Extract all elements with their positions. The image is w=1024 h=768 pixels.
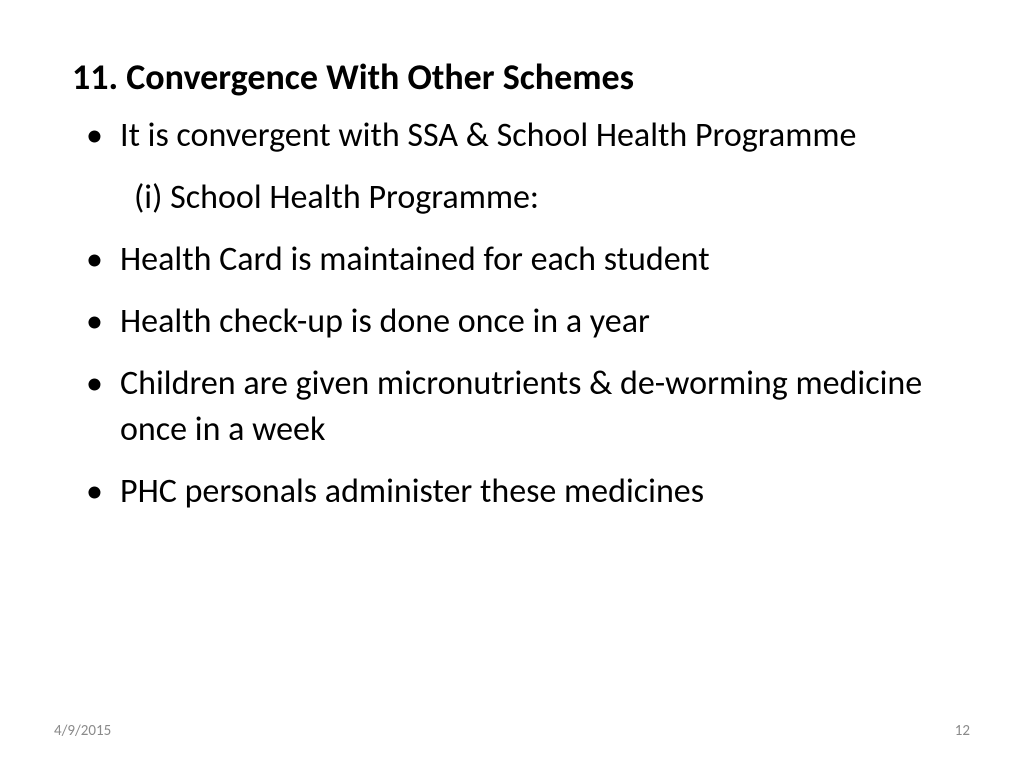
bullet-item: Health Card is maintained for each stude…	[72, 237, 952, 283]
slide-container: 11. Convergence With Other Schemes It is…	[0, 0, 1024, 768]
footer-date: 4/9/2015	[54, 722, 111, 740]
sub-line: (i) School Health Programme:	[72, 175, 952, 221]
bullet-text: Health Card is maintained for each stude…	[120, 239, 710, 280]
bullet-text: It is convergent with SSA & School Healt…	[120, 115, 856, 156]
bullet-item: It is convergent with SSA & School Healt…	[72, 113, 952, 159]
bullet-list: It is convergent with SSA & School Healt…	[72, 113, 952, 159]
footer-page-number: 12	[955, 722, 970, 740]
bullet-text: Health check-up is done once in a year	[120, 301, 650, 342]
slide-footer: 4/9/2015 12	[0, 722, 1024, 740]
bullet-item: PHC personals administer these medicines	[72, 469, 952, 515]
bullet-list: Health Card is maintained for each stude…	[72, 237, 952, 514]
bullet-text: Children are given micronutrients & de-w…	[120, 363, 922, 450]
bullet-item: Health check-up is done once in a year	[72, 299, 952, 345]
slide-title: 11. Convergence With Other Schemes	[72, 56, 952, 99]
bullet-text: PHC personals administer these medicines	[120, 471, 704, 512]
bullet-item: Children are given micronutrients & de-w…	[72, 361, 952, 453]
